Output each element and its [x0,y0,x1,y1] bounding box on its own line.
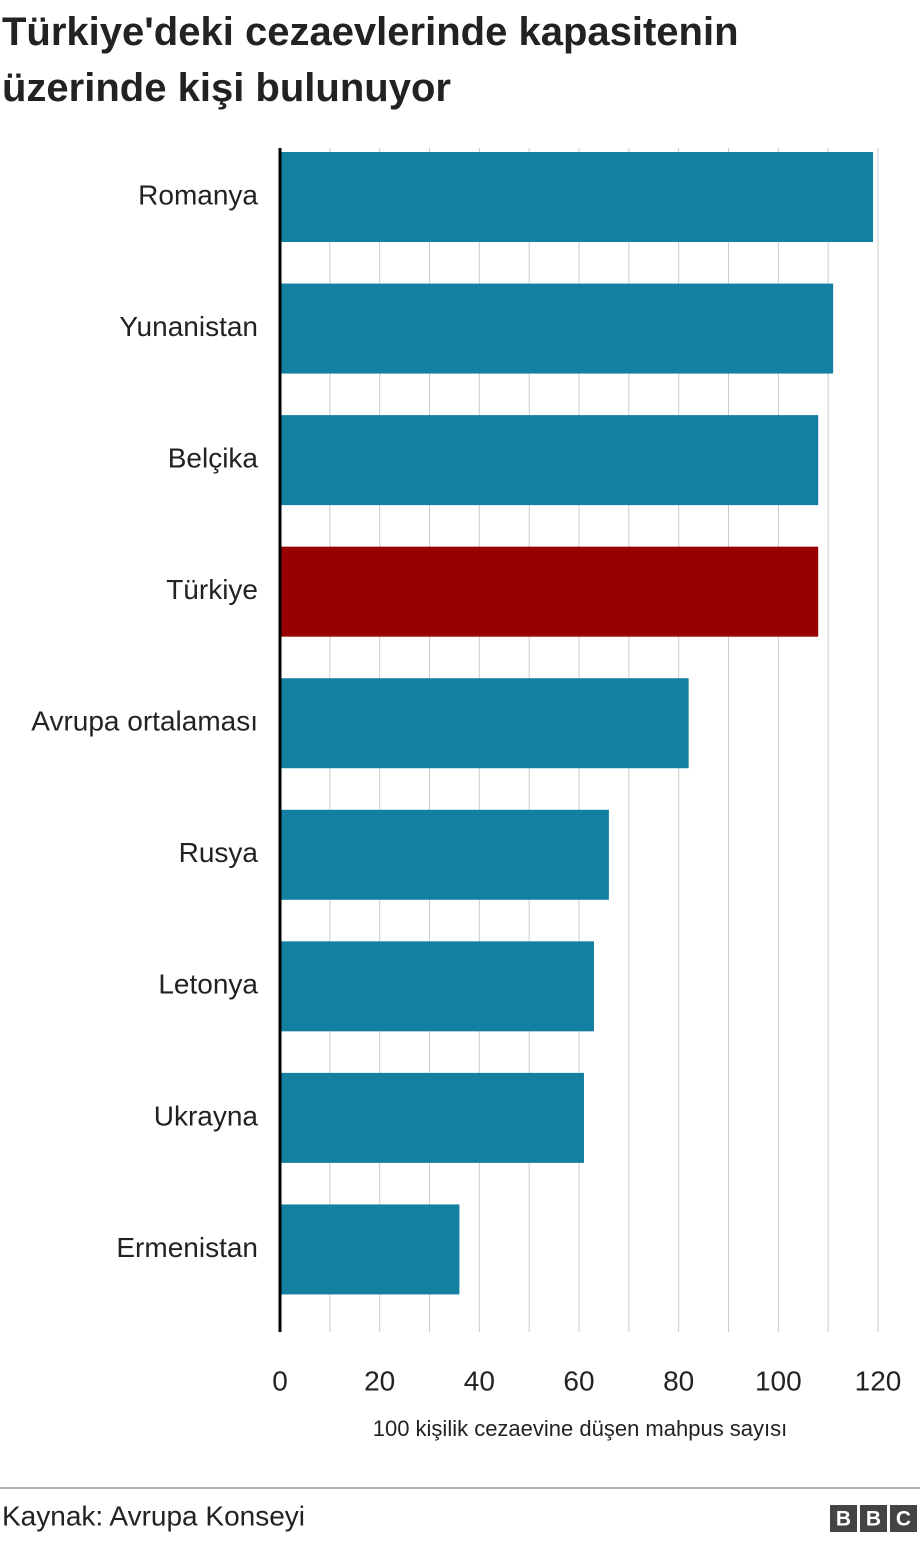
y-tick-label: Ermenistan [116,1232,258,1263]
bar [280,152,874,242]
bar [280,546,819,637]
y-tick-label: Letonya [158,969,258,1000]
bar [280,809,609,900]
y-tick-label: Rusya [179,837,259,868]
logo-box [830,1505,857,1532]
bar [280,283,834,374]
bar [280,415,819,506]
logo-letter: C [896,1508,911,1531]
logo-letter: B [866,1508,881,1531]
logo-letter: B [836,1508,851,1531]
x-tick-label: 60 [563,1365,594,1396]
x-tick-label: 120 [855,1365,902,1396]
bar [280,678,689,769]
y-tick-label: Romanya [138,179,258,210]
y-tick-label: Belçika [168,443,259,474]
x-tick-label: 40 [464,1365,495,1396]
chart-title: Türkiye'deki cezaevlerinde kapasitenin ü… [2,10,739,110]
y-tick-label: Ukrayna [154,1100,259,1131]
x-tick-label: 0 [272,1365,288,1396]
bar [280,1204,460,1295]
bar [280,941,594,1032]
y-tick-label: Yunanistan [119,311,258,342]
x-axis-label: 100 kişilik cezaevine düşen mahpus sayıs… [373,1416,788,1441]
x-tick-label: 80 [663,1365,694,1396]
y-tick-label: Avrupa ortalaması [31,706,258,737]
bar [280,1072,584,1163]
y-tick-label: Türkiye [166,574,258,605]
logo-box [890,1505,917,1532]
x-tick-label: 20 [364,1365,395,1396]
x-tick-label: 100 [755,1365,802,1396]
logo-box [860,1505,887,1532]
source: Kaynak: Avrupa Konseyi [2,1500,305,1531]
